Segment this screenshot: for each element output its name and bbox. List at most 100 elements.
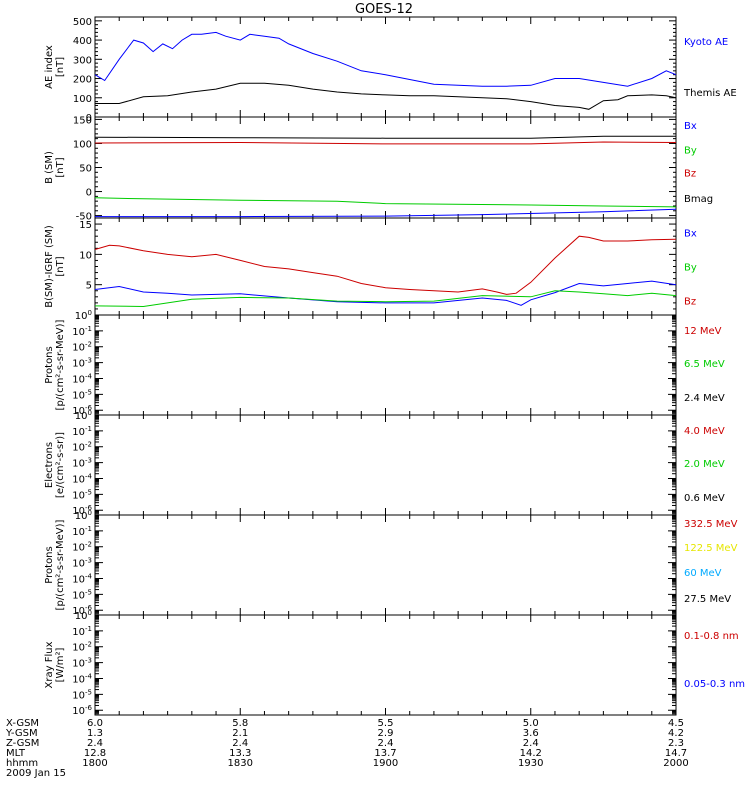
series-bz [94,141,677,145]
legend-entry: 60 MeV [684,568,722,579]
series-themis-ae [95,82,677,110]
plot-title: GOES-12 [355,2,413,17]
series-bx [94,280,677,306]
x-row-value: 14.7 [665,748,687,759]
y-tick-label: 0 [86,188,92,199]
y-tick-label: 100 [75,609,92,622]
y-tick-label: 100 [75,409,92,422]
x-row-value: 2.4 [87,738,103,749]
y-tick-label: 15 [79,220,92,231]
panel-7: 100 10-1 10-2 10-3 10-4 10-5 10-6 Xray Flux [W/m… [44,609,745,717]
legend-entry: 332.5 MeV [684,519,738,530]
y-tick-label: 10-2 [72,341,92,354]
legend-entry: 0.6 MeV [684,493,725,504]
legend-entry: 2.0 MeV [684,459,725,470]
x-row-value: 1930 [518,758,543,769]
y-tick-label: 10-2 [72,541,92,554]
legend-entry: 12 MeV [684,326,722,337]
legend-entry: 2.4 MeV [684,393,725,404]
y-tick-label: 10-3 [72,357,92,370]
x-row-value: 2.1 [232,728,248,739]
series-bx [95,208,677,218]
legend-entry: 122.5 MeV [684,543,738,554]
panel-5: 100 10-1 10-2 10-3 10-4 10-5 10-6 Electrons [e/(… [44,409,725,517]
y-axis-label: B (SM) [44,151,55,184]
x-row-value: 6.0 [87,718,103,729]
series-bz [94,235,677,295]
series-by [94,197,677,208]
y-tick-label: 10-6 [72,604,92,617]
panel-3: 5 10 15 B(SM)-IGRF (SM) [nT] Bx By Bz [44,217,697,316]
y-tick-label: 10-3 [72,457,92,470]
panel-6: 100 10-1 10-2 10-3 10-4 10-5 10-6 Protons [p/(cm… [44,509,738,617]
x-row-value: 3.6 [523,728,539,739]
series-kyoto-ae [94,31,677,87]
x-row-value: 2.9 [378,728,394,739]
y-axis-label: AE index [44,45,55,89]
y-tick-label: 10-1 [72,325,92,338]
y-tick-label: 100 [75,309,92,322]
y-axis-label: Protons [44,546,55,583]
y-tick-label: 200 [73,75,92,86]
y-tick-label: 300 [73,55,92,66]
x-row-value: 5.5 [378,718,394,729]
y-axis-label: [nT] [55,57,66,77]
y-tick-label: 10-1 [72,625,92,638]
x-row-value: 2.4 [232,738,248,749]
legend-entry: 0.1-0.8 nm [684,631,739,642]
y-tick-label: 500 [73,17,92,28]
date-label: 2009 Jan 15 [6,768,66,779]
panel-4: 100 10-1 10-2 10-3 10-4 10-5 10-6 Protons [p/(cm… [44,309,725,417]
y-tick-label: 10-1 [72,525,92,538]
legend-entry: 4.0 MeV [684,426,725,437]
x-axis-info-table: X-GSM 6.0 5.8 5.5 5.0 4.5 Y-GSM 1.3 2.1 2.9 3.6 4.2… [5,718,689,779]
y-tick-label: 10-4 [72,572,92,585]
y-tick-label: 10-3 [72,557,92,570]
y-axis-label: Protons [44,346,55,383]
series-bmag [94,135,676,139]
y-tick-label: 400 [73,36,92,47]
y-axis-label: Xray Flux [44,641,55,688]
x-row-value: 13.3 [229,748,251,759]
y-tick-label: 10-3 [72,657,92,670]
y-axis-label: [nT] [55,256,66,276]
y-tick-label: 10 [79,250,92,261]
y-tick-label: 10-2 [72,641,92,654]
x-row-value: 2.4 [523,738,539,749]
x-row-value: 14.2 [520,748,542,759]
y-tick-label: 5 [86,281,92,292]
y-axis-label: Electrons [44,442,55,488]
legend-entry: By [684,263,697,274]
panel-frame [94,414,677,516]
x-row-value: 2.3 [668,738,684,749]
legend-entry: Kyoto AE [684,37,728,48]
panel-frame [94,116,677,219]
y-tick-label: 10-4 [72,372,92,385]
panel-2: -50 0 50 100 150 B (SM) [nT] Bx By Bz Bmag [44,115,713,222]
x-row-value: 2.4 [378,738,394,749]
x-row-value: 13.7 [374,748,396,759]
y-tick-label: 100 [73,94,92,105]
x-row-value: 4.5 [668,718,684,729]
y-tick-label: 10-4 [72,472,92,485]
x-row-value: 1800 [82,758,107,769]
x-row-label: Z-GSM [6,738,39,749]
y-axis-label: B(SM)-IGRF (SM) [44,225,55,308]
legend-entry: 0.05-0.3 nm [684,679,745,690]
y-axis-label: [nT] [55,157,66,177]
x-row-value: 12.8 [84,748,106,759]
legend-entry: By [684,145,697,156]
x-row-label: X-GSM [6,718,39,729]
y-tick-label: 10-6 [72,504,92,517]
y-tick-label: 150 [73,115,92,126]
x-row-value: 1.3 [87,728,103,739]
y-tick-label: -50 [76,212,92,223]
y-tick-label: 10-5 [72,388,92,401]
legend-entry: 27.5 MeV [684,594,731,605]
x-row-value: 4.2 [668,728,684,739]
legend-entry: Bmag [684,194,713,205]
series-by [94,290,677,308]
x-row-value: 2000 [663,758,688,769]
